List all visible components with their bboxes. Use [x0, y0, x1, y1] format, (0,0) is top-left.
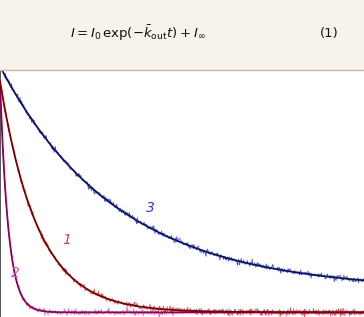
Text: $I = I_0\,\exp(-\bar{k}_{\mathrm{out}}t) + I_\infty$: $I = I_0\,\exp(-\bar{k}_{\mathrm{out}}t)… [71, 24, 206, 43]
Text: (1): (1) [320, 27, 339, 40]
Text: 3: 3 [146, 201, 154, 215]
Text: 2: 2 [11, 266, 20, 280]
Text: 1: 1 [62, 233, 71, 247]
